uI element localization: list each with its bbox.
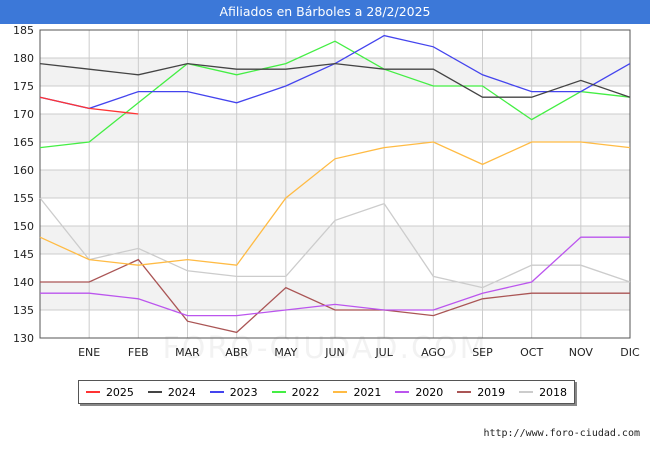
y-tick-label: 185: [13, 24, 34, 37]
source-url: http://www.foro-ciudad.com: [483, 428, 640, 439]
y-tick-label: 165: [13, 136, 34, 149]
y-tick-label: 150: [13, 220, 34, 233]
legend-item-2024: 2024: [147, 385, 196, 399]
legend: 2025 2024 2023 2022 2021 2020 2019 2018: [78, 380, 575, 404]
legend-label: 2024: [167, 385, 196, 399]
legend-label: 2023: [229, 385, 258, 399]
y-tick-label: 180: [13, 52, 34, 65]
legend-swatch: [209, 391, 224, 393]
x-tick-label: SEP: [472, 346, 493, 359]
legend-label: 2019: [477, 385, 506, 399]
watermark: FORO-CIUDAD.COM: [162, 331, 488, 366]
legend-swatch: [395, 391, 410, 393]
legend-swatch: [519, 391, 534, 393]
y-tick-label: 135: [13, 304, 34, 317]
legend-swatch: [85, 391, 100, 393]
y-tick-label: 155: [13, 192, 34, 205]
y-tick-label: 160: [13, 164, 34, 177]
legend-swatch: [333, 391, 348, 393]
x-tick-label: MAY: [274, 346, 297, 359]
legend-item-2025: 2025: [85, 385, 134, 399]
series-line-2022: [39, 40, 631, 149]
x-tick-label: DIC: [620, 346, 640, 359]
legend-item-2019: 2019: [457, 386, 505, 399]
y-tick-label: 175: [13, 80, 34, 93]
series-line-2024: [39, 62, 631, 98]
y-tick-label: 130: [13, 332, 34, 345]
title-bar: [0, 0, 650, 24]
chart-title: Afiliados en Bárboles a 28/2/2025: [219, 4, 431, 19]
legend-label: 2018: [539, 385, 568, 399]
legend-item-2018: 2018: [519, 386, 567, 399]
x-tick-label: OCT: [520, 346, 543, 359]
y-tick-label: 170: [13, 108, 34, 121]
x-tick-label: FEB: [128, 346, 149, 359]
series-line-2020: [40, 236, 630, 317]
legend-label: 2020: [415, 385, 444, 399]
y-tick-label: 145: [13, 248, 34, 261]
legend-item-2020: 2020: [395, 386, 443, 399]
x-tick-label: NOV: [569, 346, 594, 359]
legend-item-2021: 2021: [333, 386, 381, 399]
x-tick-label: JUL: [374, 346, 393, 359]
x-tick-label: MAR: [175, 346, 200, 359]
series-line-2018: [39, 197, 631, 289]
legend-item-2023: 2023: [209, 385, 258, 399]
x-tick-label: JUN: [324, 346, 345, 359]
series-line-2021: [39, 141, 631, 266]
x-tick-label: ABR: [225, 346, 248, 359]
series-line-2025: [39, 96, 139, 115]
legend-swatch: [457, 391, 472, 393]
x-tick-label: ENE: [78, 346, 100, 359]
series-line-2019: [40, 258, 630, 334]
x-tick-label: AGO: [421, 346, 446, 359]
y-tick-label: 140: [13, 276, 34, 289]
legend-item-2022: 2022: [271, 385, 320, 399]
legend-label: 2021: [353, 385, 382, 399]
plot-frame: [39, 29, 631, 339]
legend-label: 2022: [291, 385, 320, 399]
legend-label: 2025: [105, 385, 134, 399]
legend-swatch: [271, 391, 286, 393]
legend-swatch: [147, 391, 162, 393]
